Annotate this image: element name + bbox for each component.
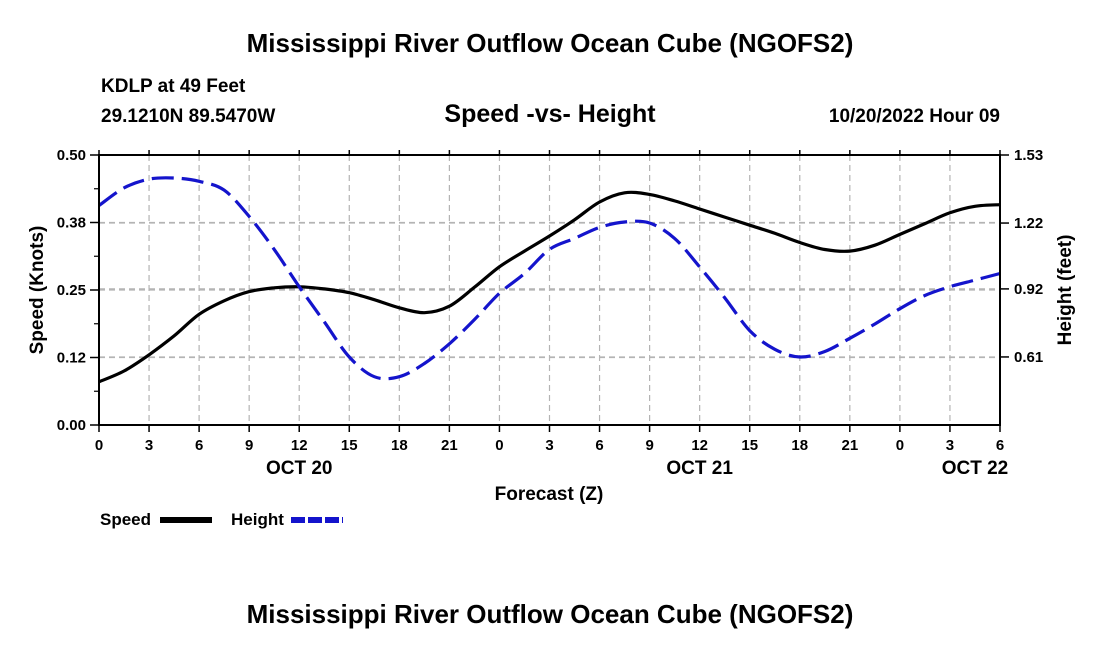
x-date-label: OCT 22 <box>942 458 1009 479</box>
x-tick-label: 21 <box>441 437 458 454</box>
x-tick-label: 15 <box>741 437 758 454</box>
x-tick-label: 9 <box>245 437 253 454</box>
y-axis-label: Speed (Knots) <box>27 226 48 355</box>
x-tick-label: 6 <box>595 437 603 454</box>
x-tick-label: 3 <box>545 437 553 454</box>
x-tick-label: 12 <box>691 437 708 454</box>
x-tick-label: 18 <box>791 437 808 454</box>
x-tick-label: 6 <box>195 437 203 454</box>
y-tick-label: 0.38 <box>57 215 86 232</box>
ticks-layer: 0 3 6 9 12 15 18 21 0 3 6 9 12 15 18 21 0 3 6 OCT 20 OCT 21 O… <box>57 147 1043 479</box>
legend-height-label: Height <box>231 510 284 529</box>
series-layer <box>98 176 1001 384</box>
x-tick-label: 3 <box>145 437 153 454</box>
legend-speed-label: Speed <box>100 510 151 529</box>
y2-axis-label: Height (feet) <box>1055 235 1076 346</box>
x-date-label: OCT 21 <box>666 458 733 479</box>
y2-tick-label: 1.22 <box>1014 215 1043 232</box>
y-tick-label: 0.50 <box>57 147 86 164</box>
series-line-speed <box>98 190 1001 384</box>
legend: Speed Height <box>100 510 343 529</box>
y2-tick-label: 1.53 <box>1014 147 1043 164</box>
x-tick-label: 18 <box>391 437 408 454</box>
x-tick-label: 15 <box>341 437 358 454</box>
x-tick-label: 3 <box>946 437 954 454</box>
page-title-repeat: Mississippi River Outflow Ocean Cube (NG… <box>246 599 854 629</box>
y-tick-label: 0.25 <box>57 282 86 299</box>
x-tick-label: 6 <box>996 437 1004 454</box>
grid-layer <box>99 155 1000 425</box>
station-coordinates: 29.1210N 89.5470W <box>101 106 276 127</box>
x-tick-label: 9 <box>645 437 653 454</box>
chart-subtitle: Speed -vs- Height <box>444 100 656 128</box>
y-tick-label: 0.12 <box>57 350 86 367</box>
x-tick-label: 0 <box>896 437 904 454</box>
x-tick-label: 0 <box>495 437 503 454</box>
forecast-datetime: 10/20/2022 Hour 09 <box>828 106 1000 127</box>
y2-tick-label: 0.92 <box>1014 281 1043 298</box>
y-tick-label: 0.00 <box>57 417 86 434</box>
x-tick-label: 21 <box>841 437 858 454</box>
y2-tick-label: 0.61 <box>1014 349 1043 366</box>
x-date-label: OCT 20 <box>266 458 333 479</box>
station-label: KDLP at 49 Feet <box>101 76 246 97</box>
page-title: Mississippi River Outflow Ocean Cube (NG… <box>246 28 854 58</box>
x-axis-label: Forecast (Z) <box>495 484 604 505</box>
x-tick-label: 12 <box>291 437 308 454</box>
x-tick-label: 0 <box>95 437 103 454</box>
series-line-height <box>98 176 1001 381</box>
